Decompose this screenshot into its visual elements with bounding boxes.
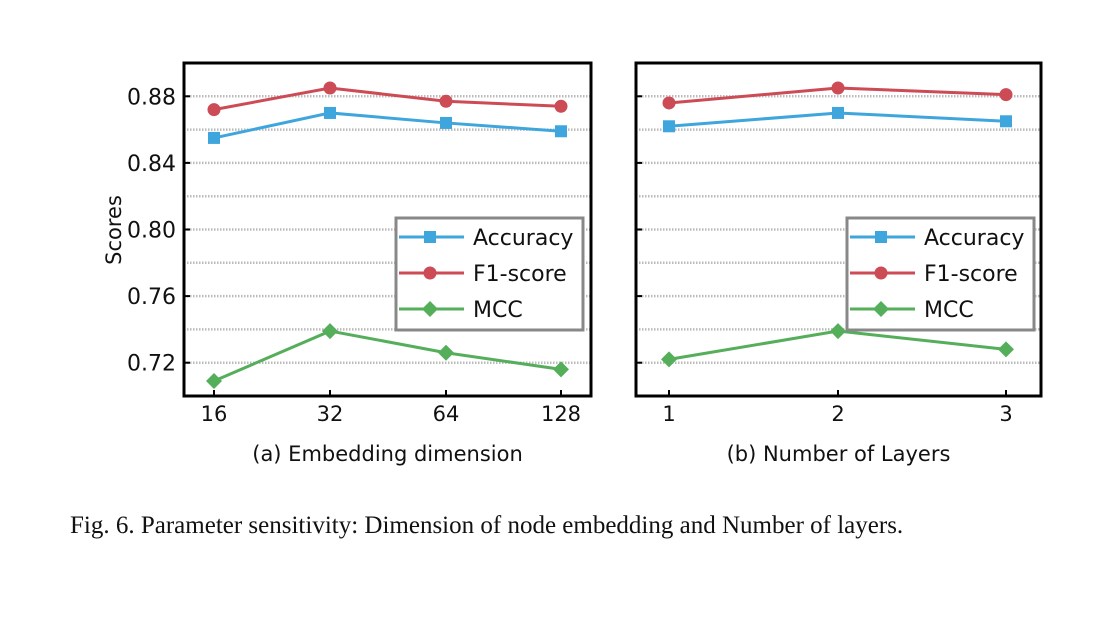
- subplot-a: 16 32 64 128 (a) Embedding dimension 0.72 0.76…: [102, 61, 593, 466]
- data-point-accuracy-1: [663, 120, 675, 133]
- x-tick-label: 3: [999, 402, 1012, 426]
- data-point-f1-score-32: [323, 81, 337, 95]
- data-point-accuracy-128: [555, 125, 567, 138]
- x-axis-label: (a) Embedding dimension: [252, 442, 523, 466]
- y-tick-label: 0.76: [127, 285, 176, 310]
- data-point-accuracy-3: [1000, 115, 1012, 128]
- series-line-f1-score: [213, 86, 562, 112]
- data-point-mcc-16: [206, 373, 222, 390]
- legend-marker-f1-score: [423, 266, 437, 280]
- data-point-f1-score-64: [439, 94, 453, 108]
- data-point-f1-score-1: [662, 96, 676, 110]
- data-point-mcc-2: [830, 323, 846, 340]
- legend-marker-mcc: [422, 301, 438, 317]
- series-line-accuracy: [213, 111, 562, 140]
- data-point-accuracy-16: [208, 131, 220, 144]
- legend-marker-f1-score: [874, 266, 888, 280]
- legend-label-mcc: MCC: [924, 298, 974, 323]
- x-tick-label: 64: [433, 402, 460, 426]
- y-tick-label: 0.88: [127, 85, 176, 110]
- data-point-f1-score-16: [207, 103, 221, 117]
- data-point-accuracy-2: [832, 106, 844, 119]
- data-point-f1-score-2: [831, 81, 845, 95]
- legend: Accuracy F1-score MCC: [394, 216, 585, 332]
- data-point-f1-score-128: [554, 99, 568, 113]
- data-point-accuracy-32: [324, 106, 336, 119]
- y-tick-label: 0.72: [127, 352, 176, 377]
- data-point-mcc-3: [998, 341, 1014, 358]
- x-tick-label: 16: [201, 402, 228, 426]
- legend-label-accuracy: Accuracy: [924, 226, 1024, 251]
- legend-label-f1-score: F1-score: [924, 262, 1018, 287]
- legend-label-accuracy: Accuracy: [473, 226, 573, 251]
- data-point-f1-score-3: [999, 88, 1013, 102]
- x-tick-label: 2: [831, 402, 844, 426]
- x-axis-label: (b) Number of Layers: [727, 442, 951, 466]
- y-axis-label: Scores: [102, 195, 126, 265]
- legend-marker-accuracy: [875, 231, 887, 243]
- figure-caption: Fig. 6. Parameter sensitivity: Dimension…: [70, 512, 904, 539]
- y-tick-label: 0.80: [127, 219, 176, 244]
- data-point-mcc-64: [438, 344, 454, 361]
- legend-marker-accuracy: [424, 231, 436, 243]
- data-point-mcc-1: [661, 351, 677, 368]
- data-point-mcc-32: [322, 323, 338, 340]
- legend-label-f1-score: F1-score: [473, 262, 567, 287]
- subplot-b: 1 2 3 (b) Number of Layers Accuracy F1-score M…: [634, 61, 1043, 466]
- x-tick-label: 32: [317, 402, 344, 426]
- y-tick-label: 0.84: [127, 152, 176, 177]
- legend: Accuracy F1-score MCC: [845, 216, 1036, 332]
- data-point-mcc-128: [553, 361, 569, 378]
- data-point-accuracy-64: [440, 116, 452, 129]
- legend-marker-mcc: [873, 301, 889, 317]
- legend-label-mcc: MCC: [473, 298, 523, 323]
- x-tick-label: 1: [662, 402, 675, 426]
- x-tick-label: 128: [541, 402, 581, 426]
- series-line-mcc: [213, 329, 562, 383]
